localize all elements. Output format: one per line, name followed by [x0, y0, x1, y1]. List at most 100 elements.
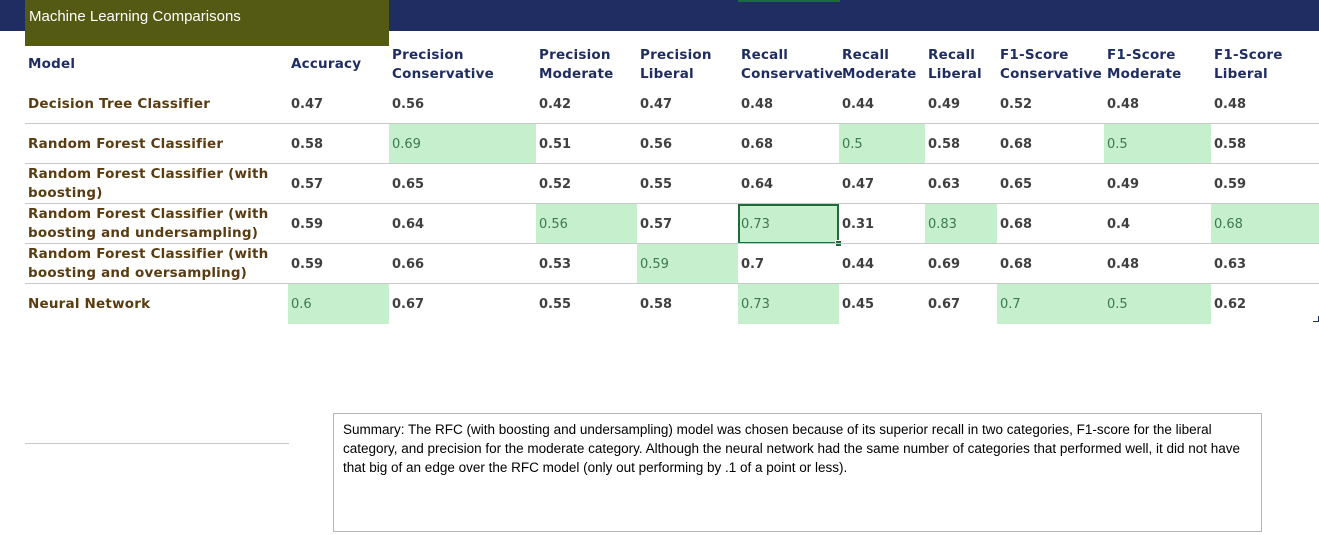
highlighted-metric-cell[interactable]: 0.68	[1211, 204, 1319, 244]
column-header[interactable]: Recall Conservative	[738, 46, 843, 84]
metric-cell[interactable]: 0.68	[997, 204, 1104, 244]
highlighted-metric-cell[interactable]: 0.7	[997, 284, 1104, 324]
column-header[interactable]: F1-Score Liberal	[1211, 46, 1319, 84]
metric-value: 0.59	[1214, 176, 1247, 192]
row-model-label[interactable]: Decision Tree Classifier	[25, 84, 287, 124]
row-model-label[interactable]: Neural Network	[25, 284, 287, 324]
metric-cell[interactable]: 0.68	[997, 124, 1104, 164]
metric-cell[interactable]: 0.58	[925, 124, 997, 164]
metric-cell[interactable]: 0.49	[925, 84, 997, 124]
row-divider	[25, 163, 1319, 164]
metric-cell[interactable]: 0.57	[637, 204, 738, 244]
metric-cell[interactable]: 0.48	[1104, 84, 1211, 124]
metric-value: 0.67	[928, 296, 961, 312]
summary-textbox[interactable]: Summary: The RFC (with boosting and unde…	[333, 413, 1262, 532]
metric-value: 0.64	[392, 216, 425, 232]
metric-cell[interactable]: 0.48	[1211, 84, 1319, 124]
metric-cell[interactable]: 0.47	[839, 164, 925, 204]
highlighted-metric-cell[interactable]: 0.56	[536, 204, 637, 244]
highlighted-metric-cell[interactable]: 0.5	[839, 124, 925, 164]
metric-cell[interactable]: 0.53	[536, 244, 637, 284]
metric-cell[interactable]: 0.63	[1211, 244, 1319, 284]
metric-cell[interactable]: 0.51	[536, 124, 637, 164]
metric-cell[interactable]: 0.42	[536, 84, 637, 124]
column-header[interactable]: F1-Score Moderate	[1104, 46, 1211, 84]
metric-cell[interactable]: 0.44	[839, 84, 925, 124]
metric-value: 0.44	[842, 96, 875, 112]
highlighted-metric-cell[interactable]: 0.59	[637, 244, 738, 284]
metric-cell[interactable]: 0.58	[288, 124, 389, 164]
metric-value: 0.48	[1214, 96, 1247, 112]
metric-cell[interactable]: 0.59	[288, 204, 389, 244]
highlighted-metric-cell[interactable]: 0.83	[925, 204, 997, 244]
metric-cell[interactable]: 0.44	[839, 244, 925, 284]
highlighted-metric-cell[interactable]: 0.73	[738, 284, 839, 324]
sheet-title-cell[interactable]: Machine Learning Comparisons	[25, 0, 389, 46]
metric-value: 0.47	[291, 96, 324, 112]
metric-cell[interactable]: 0.48	[1104, 244, 1211, 284]
column-header[interactable]: Precision Conservative	[389, 46, 536, 84]
row-model-label[interactable]: Random Forest Classifier (with boosting)	[25, 164, 287, 204]
metric-cell[interactable]: 0.65	[997, 164, 1104, 204]
metric-cell[interactable]: 0.69	[925, 244, 997, 284]
metric-cell[interactable]: 0.66	[389, 244, 536, 284]
highlighted-metric-cell[interactable]: 0.5	[1104, 284, 1211, 324]
metric-cell[interactable]: 0.65	[389, 164, 536, 204]
metric-cell[interactable]: 0.59	[288, 244, 389, 284]
metric-cell[interactable]: 0.68	[997, 244, 1104, 284]
metric-value: 0.68	[1000, 216, 1033, 232]
metric-cell[interactable]: 0.63	[925, 164, 997, 204]
metric-cell[interactable]: 0.59	[1211, 164, 1319, 204]
highlighted-metric-cell[interactable]: 0.69	[389, 124, 536, 164]
column-header-line1: Accuracy	[291, 56, 362, 72]
column-header[interactable]: Recall Liberal	[925, 46, 997, 84]
metric-value: 0.5	[1107, 136, 1128, 152]
column-header[interactable]: Precision Liberal	[637, 46, 738, 84]
metric-cell[interactable]: 0.49	[1104, 164, 1211, 204]
metric-cell[interactable]: 0.55	[637, 164, 738, 204]
highlighted-metric-cell[interactable]: 0.6	[288, 284, 389, 324]
metric-cell[interactable]: 0.68	[738, 124, 839, 164]
metric-cell[interactable]: 0.48	[738, 84, 839, 124]
metric-cell[interactable]: 0.67	[389, 284, 536, 324]
row-model-label[interactable]: Random Forest Classifier	[25, 124, 287, 164]
highlighted-metric-cell[interactable]: 0.5	[1104, 124, 1211, 164]
highlighted-metric-cell[interactable]: 0.73	[738, 204, 839, 244]
metric-value: 0.59	[640, 256, 669, 272]
metric-cell[interactable]: 0.52	[536, 164, 637, 204]
column-header-line2: Conservative	[1000, 66, 1102, 82]
metric-cell[interactable]: 0.58	[1211, 124, 1319, 164]
metric-value: 0.49	[1107, 176, 1140, 192]
metric-cell[interactable]: 0.62	[1211, 284, 1319, 324]
metric-value: 0.58	[1214, 136, 1247, 152]
metric-cell[interactable]: 0.64	[389, 204, 536, 244]
metric-cell[interactable]: 0.57	[288, 164, 389, 204]
metric-value: 0.48	[1107, 96, 1140, 112]
column-header[interactable]: Precision Moderate	[536, 46, 637, 84]
row-model-label[interactable]: Random Forest Classifier (with boosting a…	[25, 244, 287, 284]
metric-cell[interactable]: 0.58	[637, 284, 738, 324]
column-header[interactable]: Recall Moderate	[839, 46, 925, 84]
metric-cell[interactable]: 0.56	[637, 124, 738, 164]
metric-cell[interactable]: 0.31	[839, 204, 925, 244]
model-name-line1: Random Forest Classifier	[28, 135, 224, 152]
metric-cell[interactable]: 0.67	[925, 284, 997, 324]
column-header-line1: Recall	[928, 47, 976, 63]
metric-cell[interactable]: 0.47	[637, 84, 738, 124]
row-model-label[interactable]: Random Forest Classifier (with boosting a…	[25, 204, 287, 244]
metric-cell[interactable]: 0.4	[1104, 204, 1211, 244]
column-header-line1: Recall	[741, 47, 789, 63]
metric-value: 0.55	[539, 296, 572, 312]
column-header[interactable]: F1-Score Conservative	[997, 46, 1104, 84]
metric-cell[interactable]: 0.52	[997, 84, 1104, 124]
column-header-line1: Precision	[640, 47, 712, 63]
metric-cell[interactable]: 0.7	[738, 244, 839, 284]
metric-cell[interactable]: 0.55	[536, 284, 637, 324]
column-header[interactable]: Model	[25, 46, 288, 84]
metric-cell[interactable]: 0.56	[389, 84, 536, 124]
metric-cell[interactable]: 0.64	[738, 164, 839, 204]
metric-value: 0.44	[842, 256, 875, 272]
column-header[interactable]: Accuracy	[288, 46, 389, 84]
metric-cell[interactable]: 0.45	[839, 284, 925, 324]
metric-cell[interactable]: 0.47	[288, 84, 389, 124]
